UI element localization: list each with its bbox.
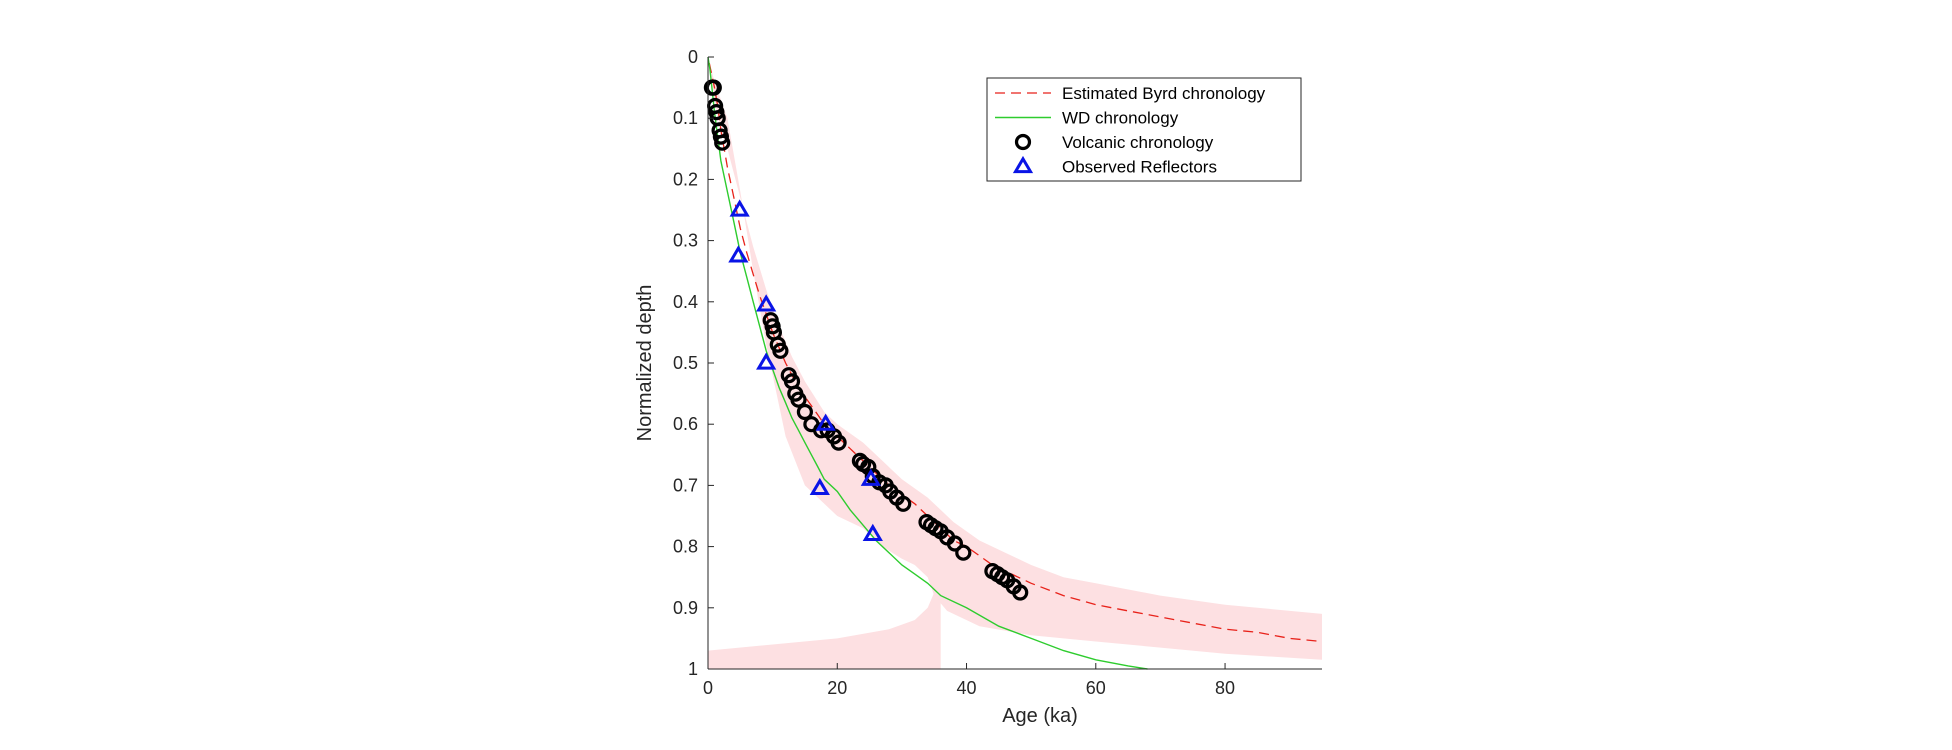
y-axis-label: Normalized depth xyxy=(634,285,656,442)
uncertainty-band-main xyxy=(711,69,1322,660)
reflector-point-2 xyxy=(756,294,777,312)
legend-swatch-3 xyxy=(1012,155,1034,174)
legend-item-3: Observed Reflectors xyxy=(1012,155,1217,177)
y-tick-label-8: 0.8 xyxy=(673,537,698,557)
volcanic-point-44 xyxy=(1012,584,1029,601)
volcanic-point-31 xyxy=(895,495,912,512)
reflector-point-7 xyxy=(862,523,883,541)
legend-label-0: Estimated Byrd chronology xyxy=(1062,84,1266,103)
x-axis-label: Age (ka) xyxy=(1002,705,1078,727)
legend-label-1: WD chronology xyxy=(1062,109,1179,128)
marker-layer xyxy=(703,79,1029,601)
y-tick-label-7: 0.7 xyxy=(673,475,698,495)
volcanic-point-37 xyxy=(946,535,964,552)
volcanic-point-22 xyxy=(830,434,847,451)
volcanic-point-12 xyxy=(772,342,789,359)
volcanic-point-17 xyxy=(796,403,814,421)
x-tick-label-2: 40 xyxy=(957,678,977,698)
volcanic-point-7 xyxy=(714,134,731,151)
legend: Estimated Byrd chronology WD chronology Vo… xyxy=(986,77,1302,182)
x-tick-label-4: 80 xyxy=(1215,678,1235,698)
legend-item-1: WD chronology xyxy=(995,109,1179,128)
y-tick-label-2: 0.2 xyxy=(673,169,698,189)
volcanic-point-16 xyxy=(790,391,807,408)
uncertainty-band xyxy=(708,69,1322,669)
y-tick-label-1: 0.1 xyxy=(673,108,698,128)
legend-item-0: Estimated Byrd chronology xyxy=(995,84,1266,103)
axes: 00.10.20.30.40.50.60.70.80.910 20 40 60 80 xyxy=(673,47,1322,698)
legend-label-2: Volcanic chronology xyxy=(1062,133,1214,152)
y-tick-label-5: 0.5 xyxy=(673,353,698,373)
volcanic-point-38 xyxy=(955,544,972,561)
legend-label-3: Observed Reflectors xyxy=(1062,158,1217,177)
reflector-point-3 xyxy=(756,352,777,370)
y-tick-label-4: 0.4 xyxy=(673,292,698,312)
y-tick-label-3: 0.3 xyxy=(673,231,698,251)
reflector-point-4 xyxy=(815,413,836,431)
reflector-point-6 xyxy=(860,468,881,486)
legend-item-2: Volcanic chronology xyxy=(1014,133,1214,152)
y-tick-label-6: 0.6 xyxy=(673,414,698,434)
y-tick-label-10: 1 xyxy=(688,659,698,679)
y-tick-label-0: 0 xyxy=(688,47,698,67)
volcanic-point-1 xyxy=(705,79,722,96)
reflector-point-0 xyxy=(729,199,750,217)
legend-box xyxy=(986,77,1302,182)
legend-swatch-2 xyxy=(1014,133,1032,151)
x-tick-label-1: 20 xyxy=(827,678,847,698)
series-line-1 xyxy=(707,56,1148,670)
y-tick-label-9: 0.9 xyxy=(673,598,698,618)
reflector-point-1 xyxy=(728,245,749,263)
series-layer xyxy=(707,56,1323,670)
series-line-0 xyxy=(708,62,1323,643)
reflector-point-5 xyxy=(809,477,830,496)
uncertainty-band-tail xyxy=(708,583,941,669)
x-tick-label-0: 0 xyxy=(703,678,713,698)
x-tick-label-3: 60 xyxy=(1086,678,1106,698)
